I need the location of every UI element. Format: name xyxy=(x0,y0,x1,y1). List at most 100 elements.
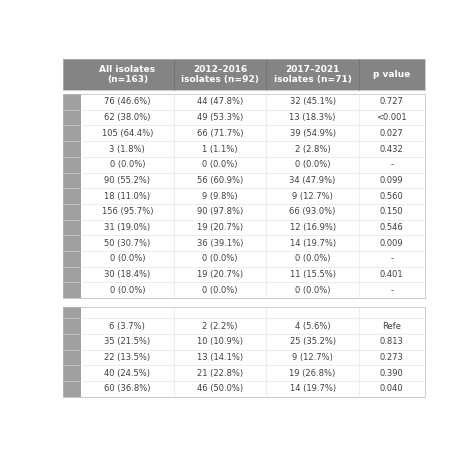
Bar xyxy=(81,204,425,219)
Bar xyxy=(81,283,425,298)
Text: 49 (53.3%): 49 (53.3%) xyxy=(197,113,243,122)
Bar xyxy=(81,251,425,267)
Bar xyxy=(81,267,425,283)
Bar xyxy=(81,110,425,126)
Text: 34 (47.9%): 34 (47.9%) xyxy=(290,176,336,185)
Text: -: - xyxy=(390,255,393,264)
Bar xyxy=(63,141,81,157)
Text: 9 (12.7%): 9 (12.7%) xyxy=(292,353,333,362)
Text: 0 (0.0%): 0 (0.0%) xyxy=(202,255,237,264)
Text: 0.401: 0.401 xyxy=(380,270,403,279)
Text: 0 (0.0%): 0 (0.0%) xyxy=(202,286,237,295)
Text: 21 (22.8%): 21 (22.8%) xyxy=(197,369,243,378)
Text: 10 (10.9%): 10 (10.9%) xyxy=(197,337,243,346)
Text: 0.027: 0.027 xyxy=(380,129,403,138)
Text: 66 (93.0%): 66 (93.0%) xyxy=(290,207,336,216)
Text: 0 (0.0%): 0 (0.0%) xyxy=(295,286,330,295)
Text: Refe: Refe xyxy=(382,321,401,330)
Text: 13 (14.1%): 13 (14.1%) xyxy=(197,353,243,362)
Bar xyxy=(81,141,425,157)
Text: 25 (35.2%): 25 (35.2%) xyxy=(290,337,336,346)
Bar xyxy=(63,219,81,236)
Text: 76 (46.6%): 76 (46.6%) xyxy=(104,98,151,107)
Text: 0 (0.0%): 0 (0.0%) xyxy=(295,255,330,264)
Text: 6 (3.7%): 6 (3.7%) xyxy=(109,321,145,330)
Bar xyxy=(81,307,425,318)
Text: p value: p value xyxy=(373,70,410,79)
Text: -: - xyxy=(390,160,393,169)
Bar xyxy=(81,365,425,381)
Bar xyxy=(81,188,425,204)
Bar xyxy=(63,157,81,173)
Text: 30 (18.4%): 30 (18.4%) xyxy=(104,270,150,279)
Text: 9 (12.7%): 9 (12.7%) xyxy=(292,191,333,201)
Text: 0.040: 0.040 xyxy=(380,384,403,393)
Text: 13 (18.3%): 13 (18.3%) xyxy=(290,113,336,122)
Text: 19 (26.8%): 19 (26.8%) xyxy=(290,369,336,378)
Bar xyxy=(81,381,425,397)
Text: 0.150: 0.150 xyxy=(380,207,403,216)
Text: 18 (11.0%): 18 (11.0%) xyxy=(104,191,150,201)
Text: 3 (1.8%): 3 (1.8%) xyxy=(109,145,145,154)
Text: 66 (71.7%): 66 (71.7%) xyxy=(197,129,243,138)
Text: 0 (0.0%): 0 (0.0%) xyxy=(109,286,145,295)
Text: 0.813: 0.813 xyxy=(380,337,404,346)
Text: 36 (39.1%): 36 (39.1%) xyxy=(197,239,243,248)
Bar xyxy=(81,219,425,236)
Text: 0 (0.0%): 0 (0.0%) xyxy=(202,160,237,169)
Bar xyxy=(63,307,81,318)
Bar xyxy=(63,204,81,219)
Bar xyxy=(63,283,81,298)
Text: <0.001: <0.001 xyxy=(376,113,407,122)
Text: 2 (2.2%): 2 (2.2%) xyxy=(202,321,237,330)
Text: -: - xyxy=(390,286,393,295)
Bar xyxy=(63,94,81,110)
Text: 90 (55.2%): 90 (55.2%) xyxy=(104,176,150,185)
Text: 0.432: 0.432 xyxy=(380,145,403,154)
Text: 90 (97.8%): 90 (97.8%) xyxy=(197,207,243,216)
Text: 31 (19.0%): 31 (19.0%) xyxy=(104,223,150,232)
Text: 0 (0.0%): 0 (0.0%) xyxy=(109,255,145,264)
Text: 14 (19.7%): 14 (19.7%) xyxy=(290,384,336,393)
Text: 4 (5.6%): 4 (5.6%) xyxy=(295,321,330,330)
Text: 105 (64.4%): 105 (64.4%) xyxy=(101,129,153,138)
Bar xyxy=(63,350,81,365)
Bar xyxy=(81,157,425,173)
Text: 60 (36.8%): 60 (36.8%) xyxy=(104,384,151,393)
Text: 22 (13.5%): 22 (13.5%) xyxy=(104,353,150,362)
Text: 0.727: 0.727 xyxy=(380,98,404,107)
Bar xyxy=(81,334,425,350)
Text: 0 (0.0%): 0 (0.0%) xyxy=(295,160,330,169)
Bar xyxy=(63,110,81,126)
Text: 14 (19.7%): 14 (19.7%) xyxy=(290,239,336,248)
Bar xyxy=(63,318,81,334)
Bar xyxy=(81,236,425,251)
Text: 32 (45.1%): 32 (45.1%) xyxy=(290,98,336,107)
Text: 40 (24.5%): 40 (24.5%) xyxy=(104,369,150,378)
Text: 2012–2016
isolates (n=92): 2012–2016 isolates (n=92) xyxy=(181,65,259,84)
Bar xyxy=(63,236,81,251)
Text: 39 (54.9%): 39 (54.9%) xyxy=(290,129,336,138)
Text: 19 (20.7%): 19 (20.7%) xyxy=(197,270,243,279)
Bar xyxy=(63,188,81,204)
Text: 46 (50.0%): 46 (50.0%) xyxy=(197,384,243,393)
Bar xyxy=(63,59,425,91)
Text: 156 (95.7%): 156 (95.7%) xyxy=(101,207,153,216)
Text: 0.560: 0.560 xyxy=(380,191,403,201)
Text: 0.546: 0.546 xyxy=(380,223,403,232)
Text: 19 (20.7%): 19 (20.7%) xyxy=(197,223,243,232)
Text: 44 (47.8%): 44 (47.8%) xyxy=(197,98,243,107)
Bar xyxy=(63,334,81,350)
Bar xyxy=(81,350,425,365)
Text: 0.390: 0.390 xyxy=(380,369,403,378)
Bar xyxy=(63,173,81,188)
Text: 35 (21.5%): 35 (21.5%) xyxy=(104,337,150,346)
Text: 0.009: 0.009 xyxy=(380,239,403,248)
Text: 12 (16.9%): 12 (16.9%) xyxy=(290,223,336,232)
Bar xyxy=(63,381,81,397)
Text: All isolates
(n=163): All isolates (n=163) xyxy=(99,65,155,84)
Text: 0 (0.0%): 0 (0.0%) xyxy=(109,160,145,169)
Text: 56 (60.9%): 56 (60.9%) xyxy=(197,176,243,185)
Text: 0.273: 0.273 xyxy=(380,353,404,362)
Text: 2 (2.8%): 2 (2.8%) xyxy=(295,145,330,154)
